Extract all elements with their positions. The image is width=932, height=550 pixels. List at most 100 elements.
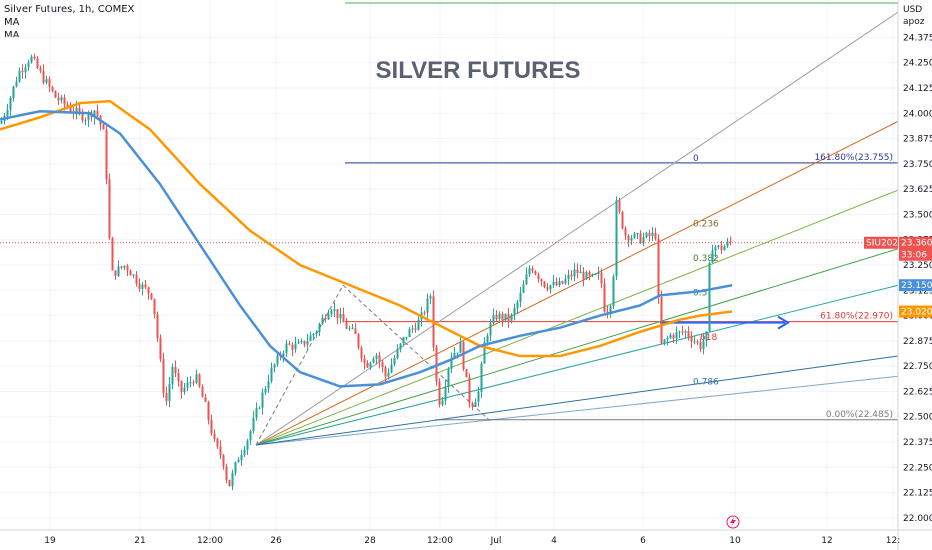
candle bbox=[162, 352, 165, 398]
chart-symbol-line[interactable]: Silver Futures, 1h, COMEX bbox=[4, 4, 135, 15]
candle-body bbox=[315, 331, 318, 335]
candle-body bbox=[102, 124, 105, 130]
candle bbox=[549, 284, 552, 294]
candle-body bbox=[690, 336, 693, 342]
candle bbox=[60, 95, 63, 104]
candle-body bbox=[243, 449, 246, 455]
candle-body bbox=[471, 403, 474, 407]
x-tick-8: 6 bbox=[640, 536, 646, 546]
candle-body bbox=[681, 331, 684, 333]
candle bbox=[576, 263, 579, 279]
candle bbox=[408, 326, 411, 338]
ma-legend-1[interactable]: MA bbox=[4, 17, 20, 28]
y-tick-4: 23.875 bbox=[903, 135, 932, 145]
candle bbox=[285, 339, 288, 357]
candle bbox=[720, 241, 723, 255]
candle-body bbox=[96, 110, 99, 116]
candle bbox=[318, 322, 321, 337]
candle bbox=[348, 325, 351, 331]
candle-body bbox=[438, 381, 441, 405]
candle-body bbox=[417, 319, 420, 330]
candle-body bbox=[699, 341, 702, 350]
candle-body bbox=[585, 272, 588, 280]
candle bbox=[204, 393, 207, 403]
candle-body bbox=[588, 272, 591, 276]
candle bbox=[441, 396, 444, 407]
candle-body bbox=[351, 328, 354, 330]
candle-body bbox=[150, 293, 153, 299]
candle-body bbox=[12, 86, 15, 99]
candle-body bbox=[21, 70, 24, 72]
candle-body bbox=[531, 268, 534, 272]
candle bbox=[546, 282, 549, 292]
candle bbox=[366, 360, 369, 369]
candle bbox=[573, 263, 576, 282]
candle bbox=[660, 290, 663, 345]
x-tick-5: 12:00 bbox=[427, 536, 453, 546]
price-badge-bg bbox=[899, 236, 932, 261]
candle bbox=[657, 234, 660, 304]
candle bbox=[39, 65, 42, 74]
candle-body bbox=[558, 281, 561, 286]
candle-body bbox=[228, 479, 231, 487]
candle-body bbox=[276, 355, 279, 365]
candle-body bbox=[516, 302, 519, 308]
candle-body bbox=[456, 352, 459, 354]
candle bbox=[108, 173, 111, 240]
candle-body bbox=[648, 232, 651, 237]
candle-body bbox=[621, 211, 624, 229]
candle bbox=[24, 64, 27, 79]
candle-body bbox=[240, 454, 243, 460]
candle bbox=[243, 446, 246, 457]
candle bbox=[678, 330, 681, 339]
candle bbox=[210, 414, 213, 436]
candle-body bbox=[132, 274, 135, 276]
candle bbox=[633, 231, 636, 239]
candle-body bbox=[210, 419, 213, 434]
candle-body bbox=[249, 430, 252, 441]
candle bbox=[345, 317, 348, 330]
candle-body bbox=[555, 281, 558, 286]
candle-body bbox=[486, 335, 489, 343]
candle bbox=[621, 210, 624, 230]
candle-body bbox=[258, 407, 261, 409]
candle-body bbox=[384, 367, 387, 377]
candle bbox=[123, 265, 126, 271]
candle-body bbox=[480, 363, 483, 392]
candle-body bbox=[135, 274, 138, 284]
y-tick-10: 23.125 bbox=[903, 286, 932, 296]
x-tick-1: 21 bbox=[134, 536, 145, 546]
x-tick-9: 10 bbox=[729, 536, 741, 546]
y-tick-18: 22.125 bbox=[903, 489, 932, 499]
candle bbox=[495, 310, 498, 322]
candle bbox=[42, 64, 45, 85]
fib-label-5: 0.5 bbox=[693, 288, 707, 298]
fib-label-236: 0.236 bbox=[693, 220, 719, 230]
price-badge: 23.360 33:06 bbox=[899, 236, 932, 261]
candle-body bbox=[114, 270, 117, 276]
candle-body bbox=[177, 373, 180, 381]
candle bbox=[159, 334, 162, 363]
pattern-triangle bbox=[255, 284, 491, 446]
candle-body bbox=[144, 284, 147, 288]
candle-body bbox=[396, 349, 399, 359]
x-tick-4: 28 bbox=[364, 536, 376, 546]
candle bbox=[354, 323, 357, 335]
ma-legend-2[interactable]: MA bbox=[4, 30, 20, 41]
candle bbox=[384, 365, 387, 383]
candle-body bbox=[60, 97, 63, 101]
candle bbox=[117, 260, 120, 278]
candle-body bbox=[333, 309, 336, 311]
candle-body bbox=[723, 246, 726, 251]
candle bbox=[129, 269, 132, 276]
candle bbox=[624, 226, 627, 240]
candle bbox=[402, 336, 405, 347]
candle-body bbox=[402, 337, 405, 344]
candle-body bbox=[48, 79, 51, 87]
candle-body bbox=[303, 341, 306, 345]
candle bbox=[570, 270, 573, 281]
candle-body bbox=[537, 274, 540, 280]
candle-body bbox=[312, 334, 315, 336]
candle-body bbox=[237, 459, 240, 463]
